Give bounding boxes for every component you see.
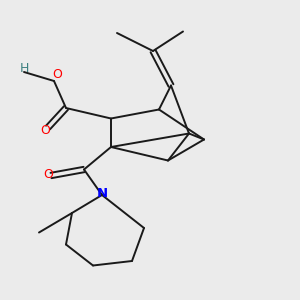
Text: N: N xyxy=(96,187,108,200)
Text: H: H xyxy=(19,62,29,76)
Text: O: O xyxy=(43,167,53,181)
Text: O: O xyxy=(40,124,50,137)
Text: O: O xyxy=(52,68,62,82)
